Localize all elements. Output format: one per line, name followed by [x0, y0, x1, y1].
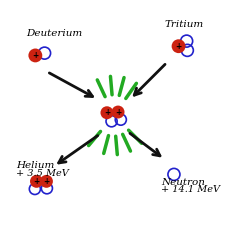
Text: +: + [33, 177, 40, 186]
Text: Tritium: Tritium [165, 20, 204, 29]
Text: Neutron: Neutron [161, 178, 205, 187]
Circle shape [172, 39, 186, 53]
Circle shape [112, 106, 124, 119]
Circle shape [40, 175, 53, 188]
Text: +: + [115, 108, 121, 116]
Text: +: + [43, 177, 50, 186]
Text: Deuterium: Deuterium [26, 29, 82, 38]
Text: + 14.1 MeV: + 14.1 MeV [161, 185, 220, 194]
Text: + 3.5 MeV: + 3.5 MeV [16, 169, 68, 178]
Text: +: + [175, 42, 182, 51]
Text: Helium: Helium [16, 161, 54, 170]
Text: +: + [104, 108, 110, 117]
Circle shape [100, 106, 114, 119]
Text: +: + [32, 51, 38, 60]
Circle shape [28, 49, 42, 62]
Circle shape [30, 175, 43, 188]
